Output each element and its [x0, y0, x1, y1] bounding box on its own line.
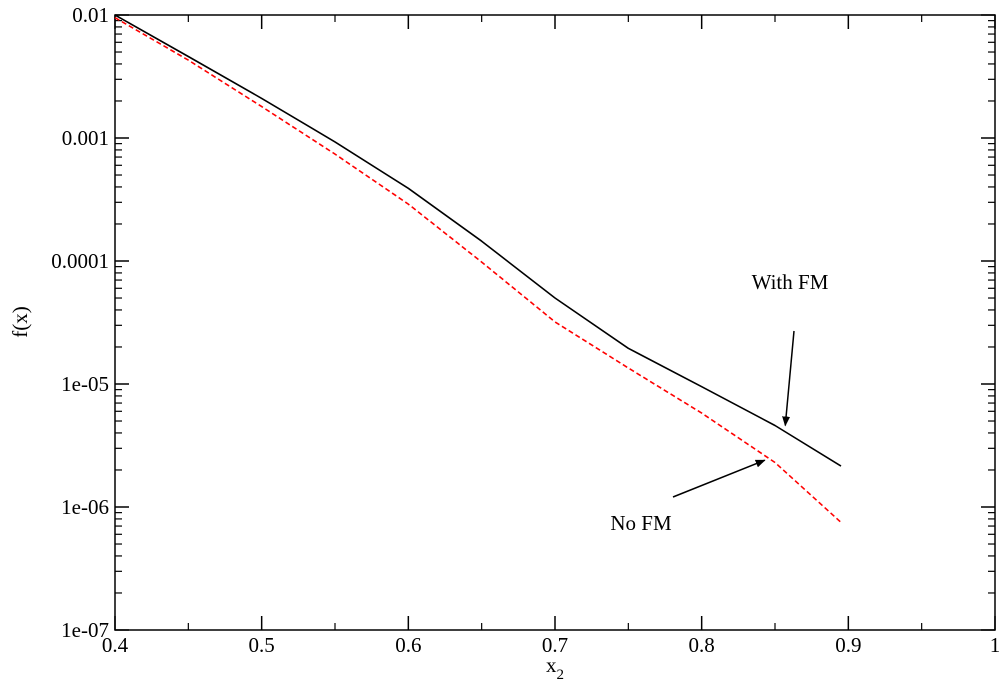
y-tick-label: 1e-05	[61, 372, 109, 396]
x-tick-label: 0.8	[689, 633, 715, 657]
x-tick-label: 0.9	[835, 633, 861, 657]
x-tick-label: 0.6	[395, 633, 421, 657]
x-axis-title-main: x	[546, 653, 557, 677]
annotation-layer: With FM No FM	[610, 270, 828, 535]
series-line-with-fm	[114, 14, 842, 467]
y-tick-label: 1e-07	[61, 618, 109, 642]
x-axis-title: x2	[546, 653, 564, 683]
x-axis-title-subscript: 2	[557, 667, 565, 683]
x-tick-label: 1	[990, 633, 999, 657]
y-tick-label: 0.01	[72, 3, 109, 27]
y-tick-label: 0.0001	[51, 249, 109, 273]
x-tick-label: 0.5	[249, 633, 275, 657]
y-tick-label: 0.001	[62, 126, 109, 150]
annotation-label: With FM	[752, 270, 829, 294]
annotation-arrow	[782, 330, 795, 427]
series-layer	[114, 14, 842, 523]
annotation-arrow	[672, 459, 766, 498]
y-tick-label: 1e-06	[61, 495, 109, 519]
series-line-no-fm	[114, 17, 842, 523]
x-tick-label: 0.4	[102, 633, 129, 657]
axis-ticks	[114, 14, 996, 631]
annotation-label: No FM	[610, 511, 672, 535]
tick-labels: 0.4 0.5 0.6 0.7 0.8 0.9 1 1e-07 1e-06 1e-05 0.0001…	[51, 3, 999, 657]
x-tick-label: 0.7	[542, 633, 568, 657]
y-axis-title: f(x)	[8, 306, 32, 337]
